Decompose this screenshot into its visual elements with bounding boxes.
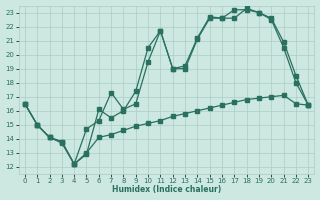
X-axis label: Humidex (Indice chaleur): Humidex (Indice chaleur) xyxy=(112,185,221,194)
